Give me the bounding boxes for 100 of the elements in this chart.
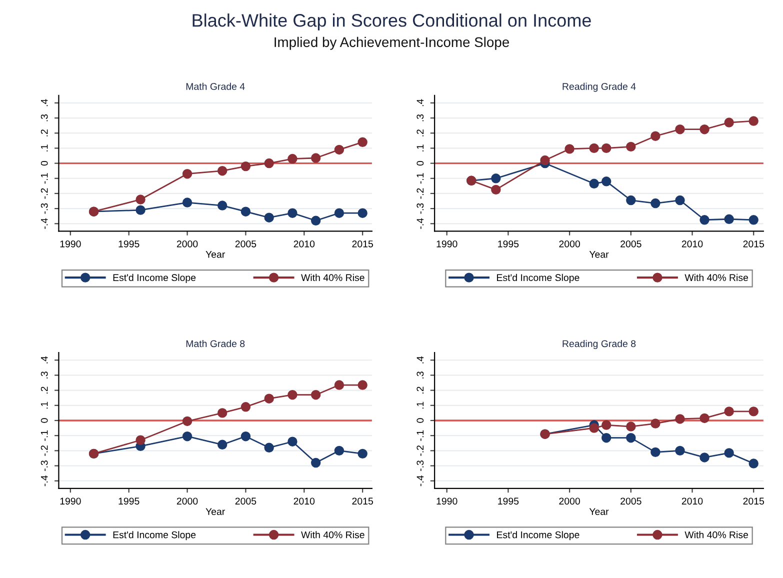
point	[217, 200, 228, 210]
point	[650, 418, 660, 428]
point	[217, 440, 228, 450]
x-tick-label: 1995	[118, 498, 140, 505]
legend-label: With 40% Rise	[684, 531, 748, 538]
x-axis-title: Year	[206, 251, 225, 258]
y-tick-label: -.3	[416, 460, 424, 472]
point	[491, 184, 501, 195]
chart-title: Math Grade 8	[186, 340, 245, 348]
y-tick-label: .2	[416, 386, 424, 394]
legend-label: With 40% Rise	[301, 531, 364, 538]
x-axis-title: Year	[589, 251, 609, 258]
point	[700, 413, 710, 424]
y-tick-label: -.2	[416, 445, 424, 456]
x-tick-label: 2015	[352, 498, 373, 505]
x-tick-label: 1990	[436, 240, 458, 248]
chart-title: Math Grade 4	[186, 82, 245, 90]
point	[334, 380, 344, 390]
y-tick-label: .1	[40, 402, 48, 409]
point	[748, 458, 758, 468]
y-tick-label: .3	[40, 372, 48, 378]
point	[626, 142, 636, 152]
text: Black-White Gap in Scores Conditional on Income	[192, 14, 591, 30]
y-tick-label: .2	[416, 130, 424, 136]
y-tick-label: -.3	[416, 203, 424, 214]
point	[264, 212, 274, 222]
x-tick-label: 2015	[743, 240, 764, 248]
chart-title: Reading Grade 4	[562, 82, 636, 92]
point	[724, 448, 734, 458]
y-tick-label: .4	[40, 99, 48, 106]
point	[217, 166, 228, 176]
point	[675, 124, 685, 134]
x-tick-label: 1990	[60, 498, 81, 505]
y-tick-label: .3	[416, 372, 424, 378]
x-tick-label: 2010	[294, 240, 315, 248]
x-tick-label: 2015	[352, 240, 373, 248]
point	[310, 390, 321, 400]
point	[358, 380, 368, 390]
point	[136, 435, 146, 445]
y-tick-label: .1	[40, 144, 48, 152]
y-tick-label: 0	[416, 160, 424, 166]
x-tick-label: 1990	[60, 240, 81, 248]
y-tick-label: -.1	[40, 430, 48, 441]
x-tick-label: 2010	[294, 498, 315, 505]
point	[601, 432, 612, 443]
x-tick-label: 2000	[559, 240, 580, 248]
point	[700, 452, 710, 462]
x-tick-label: 1995	[118, 240, 140, 248]
point	[310, 153, 321, 163]
y-tick-label: .2	[40, 386, 48, 394]
point	[626, 432, 636, 443]
x-tick-label: 1995	[498, 240, 519, 248]
y-tick-label: -.1	[416, 173, 424, 184]
point	[748, 406, 758, 416]
legend-label: Est'd Income Slope	[497, 274, 580, 283]
point	[264, 442, 274, 453]
point	[589, 423, 599, 433]
point	[288, 436, 298, 446]
point	[748, 215, 758, 225]
y-tick-label: -.2	[40, 188, 48, 199]
point	[136, 194, 146, 204]
point	[310, 216, 321, 226]
y-tick-label: -.1	[40, 173, 48, 184]
y-tick-label: -.2	[40, 445, 48, 456]
point	[589, 143, 599, 154]
y-tick-label: 0	[40, 418, 48, 423]
y-tick-label: .1	[416, 144, 424, 152]
point	[700, 215, 710, 225]
y-tick-label: 0	[40, 160, 48, 166]
point	[264, 394, 274, 404]
point	[626, 195, 636, 206]
y-tick-label: .4	[40, 356, 48, 364]
point	[626, 422, 636, 432]
x-tick-label: 1990	[436, 498, 458, 505]
point	[589, 178, 599, 189]
point	[540, 155, 550, 166]
y-tick-label: -.2	[416, 188, 424, 199]
point	[288, 390, 298, 400]
x-tick-label: 2005	[235, 240, 256, 248]
y-tick-label: .4	[416, 99, 424, 106]
point	[491, 174, 501, 184]
x-tick-label: 2000	[176, 498, 198, 505]
y-tick-label: .4	[416, 356, 424, 364]
point	[358, 208, 368, 218]
point	[264, 158, 274, 168]
point	[650, 198, 660, 208]
point	[182, 198, 192, 208]
point	[650, 131, 660, 141]
x-axis-title: Year	[589, 508, 609, 516]
x-tick-label: 2000	[176, 240, 198, 248]
point	[675, 414, 685, 424]
y-tick-label: .3	[40, 114, 48, 122]
point	[601, 176, 612, 186]
x-tick-label: 2005	[235, 498, 256, 505]
point	[675, 195, 685, 206]
x-tick-label: 2005	[620, 240, 642, 248]
y-tick-label: -.4	[40, 218, 48, 229]
x-tick-label: 2010	[682, 498, 703, 505]
point	[650, 447, 660, 458]
point	[136, 205, 146, 215]
